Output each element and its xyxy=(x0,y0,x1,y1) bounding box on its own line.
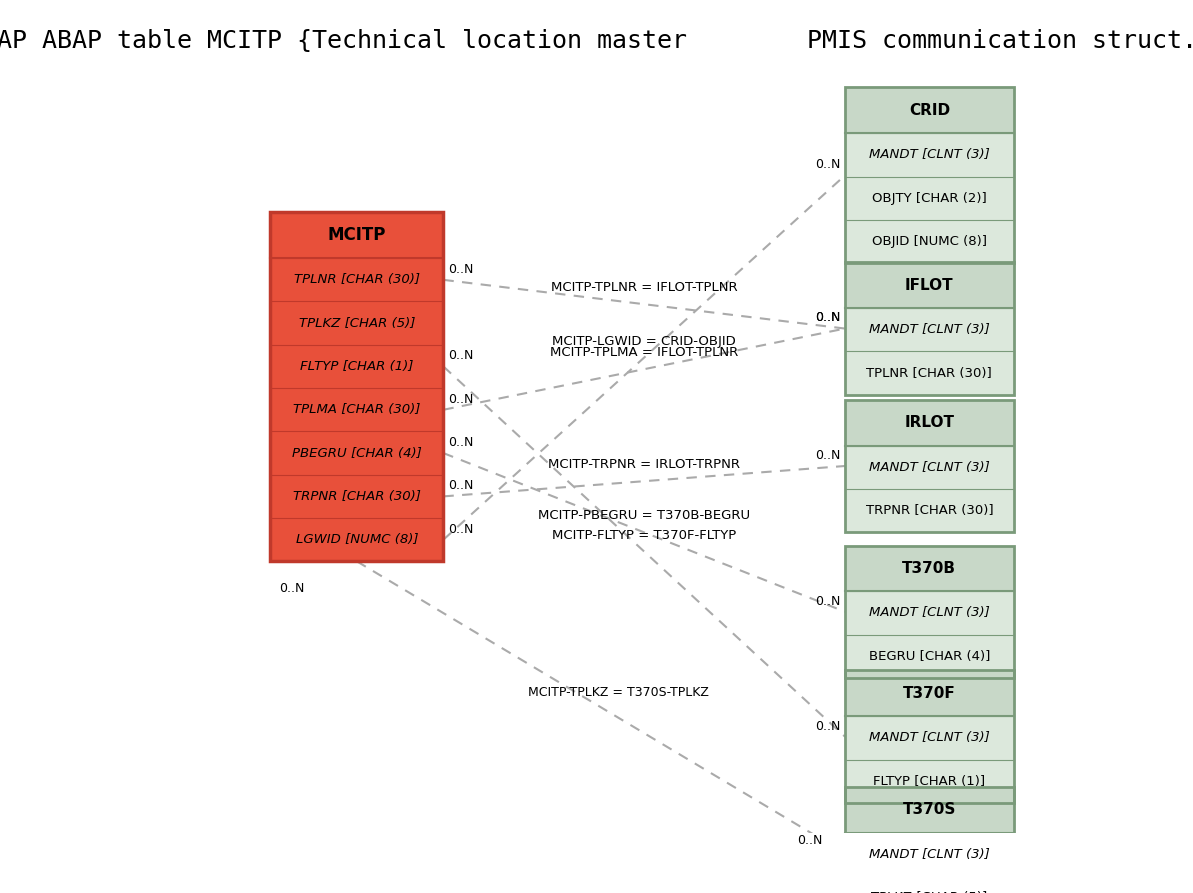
Bar xyxy=(845,787,1014,893)
Text: 0..N: 0..N xyxy=(447,522,474,536)
Bar xyxy=(845,546,1014,591)
Text: 0..N: 0..N xyxy=(279,582,304,595)
Bar xyxy=(271,431,444,475)
Text: MANDT [CLNT (3)]: MANDT [CLNT (3)] xyxy=(869,606,990,620)
Bar xyxy=(271,388,444,431)
Bar xyxy=(271,213,444,258)
Bar xyxy=(271,475,444,518)
Text: MCITP-TRPNR = IRLOT-TRPNR: MCITP-TRPNR = IRLOT-TRPNR xyxy=(549,458,740,472)
Text: CRID: CRID xyxy=(909,103,950,118)
Text: IRLOT: IRLOT xyxy=(904,415,954,430)
Text: 0..N: 0..N xyxy=(815,312,841,324)
Text: 0..N: 0..N xyxy=(815,720,841,732)
Bar xyxy=(845,263,1014,395)
Text: IFLOT: IFLOT xyxy=(905,278,953,293)
Bar xyxy=(845,876,1014,893)
Bar xyxy=(845,546,1014,678)
Text: TRPNR [CHAR (30)]: TRPNR [CHAR (30)] xyxy=(866,504,993,517)
Text: FLTYP [CHAR (1)]: FLTYP [CHAR (1)] xyxy=(873,775,985,788)
Text: MCITP-TPLNR = IFLOT-TPLNR: MCITP-TPLNR = IFLOT-TPLNR xyxy=(551,281,737,294)
Text: MCITP-LGWID = CRID-OBJID: MCITP-LGWID = CRID-OBJID xyxy=(552,335,736,347)
Bar xyxy=(845,263,1014,308)
Bar xyxy=(845,591,1014,635)
Text: MCITP-PBEGRU = T370B-BEGRU: MCITP-PBEGRU = T370B-BEGRU xyxy=(538,509,750,522)
Bar xyxy=(845,400,1014,446)
Bar xyxy=(845,133,1014,177)
Bar xyxy=(845,177,1014,220)
Text: OBJTY [CHAR (2)]: OBJTY [CHAR (2)] xyxy=(872,192,987,204)
Bar xyxy=(845,635,1014,678)
Text: TPLNR [CHAR (30)]: TPLNR [CHAR (30)] xyxy=(866,367,993,380)
Text: BEGRU [CHAR (4)]: BEGRU [CHAR (4)] xyxy=(869,650,990,663)
Text: T370F: T370F xyxy=(903,686,956,701)
Bar xyxy=(271,213,444,562)
Text: TPLKZ [CHAR (5)]: TPLKZ [CHAR (5)] xyxy=(298,317,415,330)
Text: MCITP-TPLMA = IFLOT-TPLNR: MCITP-TPLMA = IFLOT-TPLNR xyxy=(550,346,738,359)
Bar xyxy=(845,446,1014,488)
Bar xyxy=(845,671,1014,716)
Text: OBJID [NUMC (8)]: OBJID [NUMC (8)] xyxy=(872,235,987,248)
Bar xyxy=(845,400,1014,532)
Bar xyxy=(845,352,1014,395)
Bar xyxy=(845,88,1014,133)
Text: 0..N: 0..N xyxy=(447,480,474,492)
Text: MANDT [CLNT (3)]: MANDT [CLNT (3)] xyxy=(869,731,990,745)
Text: MANDT [CLNT (3)]: MANDT [CLNT (3)] xyxy=(869,148,990,162)
Text: 0..N: 0..N xyxy=(815,312,841,324)
Text: MCITP-TPLKZ = T370S-TPLKZ: MCITP-TPLKZ = T370S-TPLKZ xyxy=(528,686,709,699)
Text: 0..N: 0..N xyxy=(815,158,841,171)
Text: TPLMA [CHAR (30)]: TPLMA [CHAR (30)] xyxy=(293,404,421,416)
Bar xyxy=(271,345,444,388)
Text: TPLKZ [CHAR (5)]: TPLKZ [CHAR (5)] xyxy=(871,891,988,893)
Text: LGWID [NUMC (8)]: LGWID [NUMC (8)] xyxy=(296,533,418,547)
Text: MCITP-FLTYP = T370F-FLTYP: MCITP-FLTYP = T370F-FLTYP xyxy=(552,529,736,541)
Bar xyxy=(845,760,1014,803)
Text: 0..N: 0..N xyxy=(815,595,841,607)
Text: FLTYP [CHAR (1)]: FLTYP [CHAR (1)] xyxy=(301,360,414,373)
Bar xyxy=(845,787,1014,833)
Text: 0..N: 0..N xyxy=(447,436,474,449)
Bar xyxy=(845,220,1014,263)
Bar xyxy=(845,671,1014,803)
Text: MANDT [CLNT (3)]: MANDT [CLNT (3)] xyxy=(869,848,990,861)
Bar xyxy=(271,258,444,302)
Text: TRPNR [CHAR (30)]: TRPNR [CHAR (30)] xyxy=(293,490,421,503)
Text: 0..N: 0..N xyxy=(815,449,841,462)
Text: T370S: T370S xyxy=(903,803,956,817)
Bar xyxy=(845,833,1014,876)
Bar xyxy=(845,488,1014,532)
Bar xyxy=(845,716,1014,760)
Bar xyxy=(845,88,1014,263)
Bar xyxy=(271,302,444,345)
Text: MANDT [CLNT (3)]: MANDT [CLNT (3)] xyxy=(869,323,990,337)
Text: SAP ABAP table MCITP {Technical location master        PMIS communication struct: SAP ABAP table MCITP {Technical location… xyxy=(0,29,1193,54)
Text: TPLNR [CHAR (30)]: TPLNR [CHAR (30)] xyxy=(293,273,420,287)
Text: T370B: T370B xyxy=(902,561,957,576)
Bar xyxy=(271,518,444,562)
Text: 0..N: 0..N xyxy=(447,263,474,276)
Text: 0..N: 0..N xyxy=(797,833,823,847)
Text: MCITP: MCITP xyxy=(328,226,387,245)
Text: MANDT [CLNT (3)]: MANDT [CLNT (3)] xyxy=(869,461,990,474)
Text: 0..N: 0..N xyxy=(447,393,474,405)
Bar xyxy=(845,308,1014,352)
Text: 0..N: 0..N xyxy=(447,349,474,363)
Text: PBEGRU [CHAR (4)]: PBEGRU [CHAR (4)] xyxy=(292,446,422,460)
